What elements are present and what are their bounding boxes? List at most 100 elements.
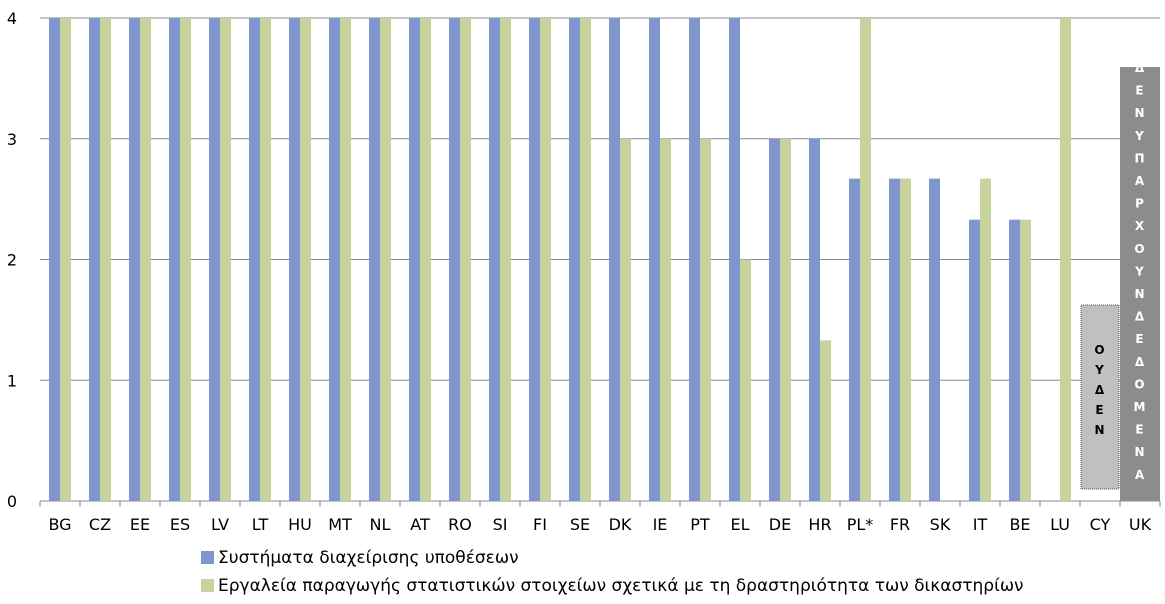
bar-statistics-tools: [820, 340, 831, 501]
x-tick-label: DK: [609, 515, 632, 534]
annotation-letter: Ν: [1134, 106, 1145, 120]
annotation-letter: Δ: [1135, 355, 1145, 369]
x-tick-label: IE: [653, 515, 668, 534]
annotation-box: [1120, 67, 1160, 501]
y-axis: 0 1 2 3 4: [7, 9, 17, 511]
legend-swatch: [201, 551, 214, 564]
bar-statistics-tools: [60, 18, 71, 501]
x-tick-label: FI: [533, 515, 547, 534]
annotation-letter: Ε: [1135, 84, 1144, 98]
bar-statistics-tools: [220, 18, 231, 501]
bar-case-management: [729, 18, 740, 501]
legend-label: Συστήματα διαχείρισης υποθέσεων: [218, 548, 519, 568]
x-tick-label: EE: [130, 515, 150, 534]
bar-statistics-tools: [580, 18, 591, 501]
bar-statistics-tools: [980, 178, 991, 501]
annotation-letter: Μ: [1134, 400, 1147, 414]
annotation-letter: Ρ: [1135, 197, 1145, 211]
x-tick-label: FR: [890, 515, 910, 534]
bar-statistics-tools: [860, 18, 871, 501]
x-tick-label: DE: [769, 515, 791, 534]
annotation-letter: Υ: [1134, 264, 1145, 278]
annotation-letter: Ε: [1095, 403, 1104, 417]
bar-statistics-tools: [300, 18, 311, 501]
legend-label: Εργαλεία παραγωγής στατιστικών στοιχείων…: [218, 576, 1024, 596]
annotation-letter: Υ: [1134, 129, 1145, 143]
annotation-letter: Χ: [1135, 219, 1145, 233]
annotation-letter: Π: [1134, 151, 1145, 165]
bar-statistics-tools: [380, 18, 391, 501]
bar-case-management: [49, 18, 60, 501]
bar-case-management: [969, 219, 980, 501]
x-tick-label: BE: [1009, 515, 1030, 534]
x-tick-label: LT: [252, 515, 269, 534]
bar-case-management: [609, 18, 620, 501]
bar-case-management: [689, 18, 700, 501]
bar-case-management: [1009, 219, 1020, 501]
annotation-letter: Ε: [1135, 423, 1144, 437]
bar-case-management: [489, 18, 500, 501]
bar-statistics-tools: [540, 18, 551, 501]
bar-case-management: [769, 138, 780, 501]
y-tick-label: 0: [7, 492, 17, 511]
y-tick-label: 2: [7, 251, 17, 270]
legend-swatch: [201, 579, 214, 592]
x-tick-label: NL: [370, 515, 391, 534]
y-tick-label: 1: [7, 371, 17, 390]
x-tick-label: PL*: [847, 515, 874, 534]
bar-statistics-tools: [140, 18, 151, 501]
annotation-letter: Ε: [1135, 332, 1144, 346]
annotation-letter: Ν: [1134, 445, 1145, 459]
x-tick-label: RO: [448, 515, 472, 534]
bar-case-management: [409, 18, 420, 501]
bar-case-management: [529, 18, 540, 501]
x-tick-label: AT: [410, 515, 430, 534]
bar-case-management: [809, 138, 820, 501]
x-tick-label: BG: [48, 515, 71, 534]
annotation-letter: Α: [1135, 468, 1145, 482]
bar-statistics-tools: [340, 18, 351, 501]
x-axis: BG CZ EE ES LV LT HU MT NL AT RO SI FI SE DK IE PT EL DE HR…: [39, 501, 1161, 534]
annotation-letter: Ο: [1134, 242, 1145, 256]
x-tick-label: HR: [808, 515, 831, 534]
bar-statistics-tools: [260, 18, 271, 501]
bars: [49, 18, 1071, 501]
annotation-box: [1080, 304, 1120, 490]
bar-case-management: [169, 18, 180, 501]
bar-case-management: [369, 18, 380, 501]
bar-case-management: [649, 18, 660, 501]
y-tick-label: 4: [7, 9, 17, 28]
x-tick-label: HU: [288, 515, 312, 534]
bar-case-management: [849, 178, 860, 501]
x-tick-label: CZ: [89, 515, 111, 534]
gridlines: [40, 17, 1160, 502]
y-tick-label: 3: [7, 130, 17, 149]
bar-statistics-tools: [660, 138, 671, 501]
bar-case-management: [249, 18, 260, 501]
bar-case-management: [129, 18, 140, 501]
bar-statistics-tools: [700, 138, 711, 501]
bar-case-management: [889, 178, 900, 501]
bar-statistics-tools: [500, 18, 511, 501]
bar-case-management: [929, 178, 940, 501]
bar-case-management: [569, 18, 580, 501]
annotation-letter: Ν: [1134, 287, 1145, 301]
x-tick-label: EL: [730, 515, 749, 534]
bar-case-management: [329, 18, 340, 501]
x-tick-label: CY: [1090, 515, 1111, 534]
annotation-letter: Ν: [1094, 423, 1105, 437]
x-tick-label: SI: [493, 515, 508, 534]
annotation-letter: Δ: [1135, 61, 1145, 75]
annotation-letter: Α: [1135, 174, 1145, 188]
x-tick-label: ES: [170, 515, 190, 534]
x-tick-label: SE: [570, 515, 590, 534]
annotation-letter: Ο: [1094, 343, 1105, 357]
x-tick-label: LU: [1050, 515, 1070, 534]
legend: Συστήματα διαχείρισης υποθέσεων Εργαλεία …: [201, 548, 1024, 596]
bar-statistics-tools: [1020, 219, 1031, 501]
x-tick-label: IT: [973, 515, 988, 534]
bar-statistics-tools: [1060, 18, 1071, 501]
annotation-letter: Δ: [1095, 383, 1105, 397]
